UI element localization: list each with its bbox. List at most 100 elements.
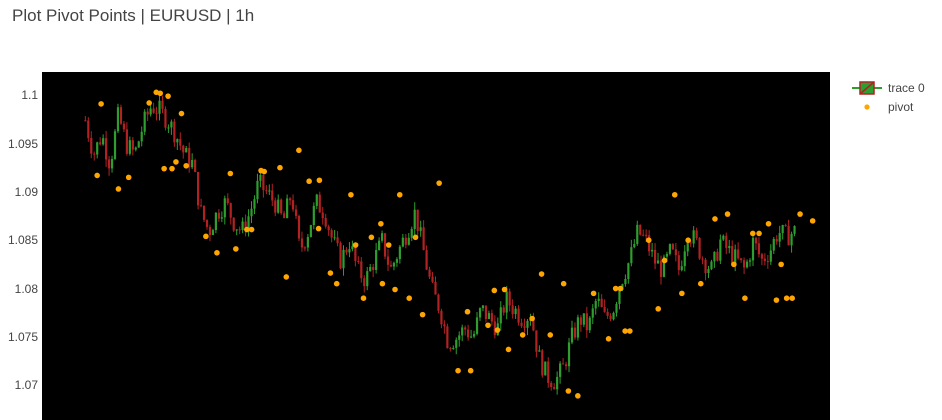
candlestick — [146, 108, 149, 121]
candlestick — [570, 320, 574, 345]
candlestick — [241, 217, 244, 234]
candlestick — [573, 322, 577, 340]
candlestick — [564, 361, 568, 371]
candlestick — [232, 217, 235, 232]
candlestick — [105, 130, 108, 167]
candlestick — [553, 383, 556, 390]
candlestick — [250, 201, 253, 224]
candlestick — [692, 226, 695, 248]
candlestick — [651, 242, 654, 257]
pivot-point — [261, 168, 268, 175]
candlestick — [134, 146, 137, 152]
candlestick — [458, 331, 461, 347]
candlestick — [303, 246, 307, 252]
candlestick — [472, 330, 476, 339]
candlestick — [639, 224, 642, 236]
candlestick — [775, 235, 778, 245]
y-tick-label: 1.09 — [14, 184, 38, 199]
pivot-point — [412, 234, 419, 241]
candlestick — [698, 237, 701, 260]
candlestick — [167, 124, 170, 134]
candlestick — [262, 174, 265, 198]
candlestick — [686, 240, 689, 257]
candlestick — [410, 226, 413, 242]
candlestick — [194, 158, 197, 173]
pivot-point — [173, 159, 179, 165]
candlestick — [763, 253, 766, 266]
candlestick — [360, 257, 363, 283]
candlestick — [155, 106, 158, 121]
candlestick — [286, 194, 289, 219]
pivot-point — [605, 336, 612, 342]
candlestick — [179, 132, 182, 151]
candlestick — [214, 212, 218, 234]
candlestick — [182, 144, 185, 159]
candlestick — [357, 256, 360, 264]
pivot-point — [547, 332, 554, 338]
legend-item-trace[interactable]: trace 0 — [852, 78, 925, 97]
candlestick — [784, 223, 787, 227]
pivot-point — [612, 285, 619, 292]
candlestick — [431, 272, 434, 284]
pivot-point — [742, 295, 748, 302]
candlestick — [434, 276, 437, 295]
candlestick — [223, 195, 226, 225]
pivot-point — [501, 286, 508, 293]
pivot-point — [467, 367, 474, 374]
pivot-point — [419, 311, 426, 318]
candlestick — [345, 247, 348, 255]
pivot-point — [661, 257, 668, 264]
candlestick — [229, 202, 232, 225]
candlestick — [541, 348, 544, 378]
candlestick — [567, 337, 571, 373]
pivot-point — [178, 110, 185, 117]
candlestick — [535, 330, 538, 358]
candlestick — [464, 325, 467, 336]
candlestick — [398, 244, 401, 264]
candlestick — [161, 95, 164, 114]
candlestick — [158, 93, 161, 121]
pivot-point — [655, 306, 662, 312]
pivot-point — [617, 285, 624, 292]
candlestick — [624, 274, 627, 287]
pivot-point — [348, 191, 354, 198]
pivot-point — [685, 237, 691, 243]
candlestick — [615, 301, 618, 317]
candlestick — [710, 259, 713, 271]
candlestick — [330, 228, 333, 243]
pivot-point — [146, 100, 152, 106]
candlestick — [443, 320, 446, 334]
candlestick — [487, 310, 491, 320]
candlestick — [754, 236, 758, 250]
candlestick — [713, 251, 716, 268]
candlestick — [226, 193, 229, 206]
candlestick — [380, 230, 384, 243]
candlestick — [324, 213, 327, 229]
pivot-point — [491, 287, 498, 294]
pivot-point — [778, 261, 784, 268]
candlestick — [467, 324, 470, 341]
candlestick — [490, 309, 493, 326]
candlestick — [196, 171, 200, 210]
candlestick — [544, 361, 547, 376]
legend-item-pivot[interactable]: pivot — [852, 97, 925, 116]
candlestick — [253, 195, 256, 215]
candlestick — [778, 225, 781, 248]
pivot-point — [538, 271, 545, 277]
pivot-point — [565, 388, 572, 394]
candlestick — [140, 126, 143, 147]
candlestick — [446, 323, 449, 349]
pivot-point — [125, 174, 132, 181]
candlestick — [143, 109, 146, 136]
pivot-point — [724, 211, 731, 217]
candlestick — [321, 206, 324, 225]
candlestick — [561, 358, 565, 365]
candlestick — [633, 239, 636, 249]
candlestick — [312, 202, 315, 230]
candlestick — [642, 229, 645, 237]
candlestick — [110, 155, 114, 173]
candlestick — [318, 191, 321, 213]
candlestick — [585, 306, 588, 338]
candlestick — [748, 258, 752, 267]
